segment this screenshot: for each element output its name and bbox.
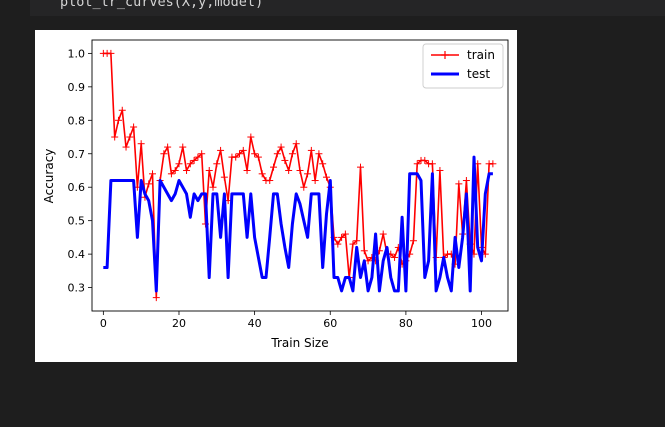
series-train-point — [205, 166, 213, 174]
series-train-point — [360, 247, 368, 255]
series-train-point — [149, 170, 157, 178]
series-train-point — [315, 150, 323, 158]
series-train-point — [145, 180, 153, 188]
series-train-point — [300, 183, 308, 191]
series-train-point — [462, 177, 470, 185]
series-train-point — [455, 180, 463, 188]
y-tick-label: 0.9 — [68, 81, 86, 94]
y-tick-label: 0.6 — [68, 181, 86, 194]
learning-curve-chart: 0 20 40 60 80 100 0.3 0.4 0.5 0.6 0.7 0.8 0.9 1.0 Tra… — [42, 39, 509, 350]
series-train-point — [118, 106, 126, 114]
series-train-point — [130, 123, 138, 131]
series-train-point — [319, 160, 327, 168]
series-train-point — [126, 133, 134, 141]
series-train-point — [183, 166, 191, 174]
y-tick-label: 1.0 — [68, 47, 86, 60]
series-train-point — [338, 233, 346, 241]
code-line: plot_lr_curves(X,y,model) — [60, 0, 264, 10]
series-train-point — [114, 116, 122, 124]
series-train-point — [266, 177, 274, 185]
series-train-point — [171, 166, 179, 174]
series-train-point — [349, 240, 357, 248]
y-tick-label: 0.7 — [68, 148, 86, 161]
series-train-point — [175, 160, 183, 168]
series-train-point — [247, 133, 255, 141]
series-train-point — [179, 143, 187, 151]
series-train-point — [107, 49, 115, 57]
cell-output: 0 20 40 60 80 100 0.3 0.4 0.5 0.6 0.7 0.8 0.9 1.0 Tra… — [35, 30, 517, 362]
series-train-point — [258, 170, 266, 178]
series-train-point — [296, 166, 304, 174]
series-train-point — [164, 143, 172, 151]
series-train-point — [428, 160, 436, 168]
series-train-point — [489, 160, 497, 168]
series-train-point — [217, 146, 225, 154]
series-train-point — [232, 153, 240, 161]
series-train-point — [288, 150, 296, 158]
y-tick-label: 0.5 — [68, 215, 86, 228]
y-axis-label: Accuracy — [42, 149, 56, 204]
series-train-point — [436, 166, 444, 174]
series-train-point — [167, 170, 175, 178]
series-train-point — [322, 173, 330, 181]
legend-test-label: test — [467, 67, 490, 81]
series-train-point — [391, 253, 399, 261]
x-tick-label: 0 — [100, 317, 107, 330]
series-train-point — [186, 160, 194, 168]
series-train-point — [220, 173, 228, 181]
series-train-point — [307, 146, 315, 154]
series-train-point — [311, 177, 319, 185]
series-train-point — [281, 156, 289, 164]
plot-layer — [99, 49, 497, 302]
series-train-point — [194, 153, 202, 161]
series-train-point — [353, 237, 361, 245]
legend: train test — [422, 43, 504, 89]
y-tick-label: 0.3 — [68, 282, 86, 295]
plot-frame — [91, 39, 509, 312]
series-train-point — [243, 166, 251, 174]
series-train-point — [334, 240, 342, 248]
series-test-line — [103, 155, 493, 293]
series-train-point — [111, 133, 119, 141]
x-tick-label: 60 — [323, 317, 337, 330]
x-tick-label: 40 — [248, 317, 262, 330]
series-train-point — [235, 150, 243, 158]
series-train-point — [285, 166, 293, 174]
series-train-point — [160, 150, 168, 158]
series-train-point — [152, 294, 160, 302]
y-tick-label: 0.4 — [68, 248, 86, 261]
series-train-point — [239, 146, 247, 154]
x-tick-label: 20 — [172, 317, 186, 330]
series-train-line — [103, 52, 493, 299]
series-train-point — [341, 230, 349, 238]
series-train-point — [137, 140, 145, 148]
series-train-point — [379, 230, 387, 238]
series-train-point — [292, 140, 300, 148]
series-train-point — [190, 156, 198, 164]
series-train-point — [304, 170, 312, 178]
y-tick-label: 0.8 — [68, 114, 86, 127]
series-train-point — [122, 143, 130, 151]
series-train-point — [254, 153, 262, 161]
series-train-point — [209, 183, 217, 191]
series-train-point — [273, 150, 281, 158]
x-tick-label: 100 — [471, 317, 492, 330]
legend-train-label: train — [467, 48, 495, 62]
series-train-point — [409, 237, 417, 245]
series-train-point — [270, 163, 278, 171]
code-cell[interactable]: plot_lr_curves(X,y,model) — [30, 0, 665, 16]
x-axis-label: Train Size — [270, 336, 328, 350]
series-train-point — [198, 150, 206, 158]
x-tick-label: 80 — [399, 317, 413, 330]
series-train-point — [421, 156, 429, 164]
series-train-point — [413, 160, 421, 168]
series-train-point — [357, 163, 365, 171]
axes-layer: 0 20 40 60 80 100 0.3 0.4 0.5 0.6 0.7 0.8 0.9 1.0 — [68, 47, 493, 330]
series-train-point — [251, 150, 259, 158]
series-train-point — [277, 143, 285, 151]
series-train-point — [213, 160, 221, 168]
